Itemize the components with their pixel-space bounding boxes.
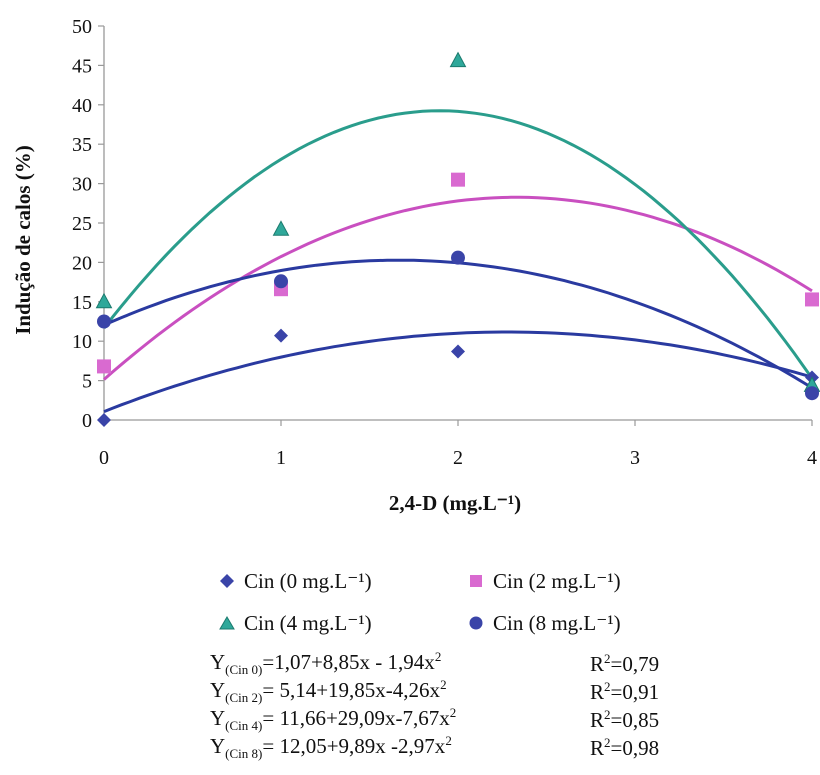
fit-curve — [103, 258, 813, 390]
y-tick-label: 10 — [72, 331, 92, 353]
fit-curve — [102, 109, 814, 380]
y-tick-label: 25 — [72, 213, 92, 235]
data-point-triangle — [272, 220, 290, 236]
y-tick-label: 5 — [82, 371, 92, 393]
data-point-diamond — [274, 328, 288, 343]
legend-item-cin8: Cin (8 mg.L⁻¹) — [459, 611, 739, 636]
x-tick-label: 2 — [453, 447, 463, 469]
data-point-circle — [451, 250, 465, 265]
equation-subscript: (Cin 0) — [225, 662, 263, 678]
x-tick-label: 3 — [630, 447, 640, 469]
equation-row: Y(Cin 0)=1,07+8,85x - 1,94x2 R2=0,79 — [210, 649, 660, 678]
legend-row: Cin (4 mg.L⁻¹) Cin (8 mg.L⁻¹) — [210, 602, 770, 644]
y-tick-label: 35 — [72, 134, 92, 156]
x-axis-title: 2,4-D (mg.L⁻¹) — [389, 491, 521, 515]
data-point-square — [97, 359, 111, 374]
y-tick-label: 20 — [72, 252, 92, 274]
data-point-triangle — [95, 292, 113, 309]
fit-curve — [103, 330, 813, 413]
triangle-marker-icon — [210, 615, 244, 631]
data-point-circle — [805, 386, 819, 401]
legend-row: Cin (0 mg.L⁻¹) Cin (2 mg.L⁻¹) — [210, 560, 770, 602]
axes: 0 5 10 15 20 25 30 35 40 45 50 0 1 2 3 4 — [72, 16, 817, 469]
x-tick-label: 4 — [807, 447, 817, 469]
legend-label: Cin (0 mg.L⁻¹) — [244, 568, 372, 593]
legend-item-cin0: Cin (0 mg.L⁻¹) — [210, 569, 455, 594]
r-squared: =0,91 — [610, 680, 660, 704]
data-point-circle — [274, 274, 288, 289]
equation-subscript: (Cin 8) — [225, 746, 263, 762]
r-squared: =0,79 — [610, 652, 660, 676]
legend: Cin (0 mg.L⁻¹) Cin (2 mg.L⁻¹) Cin (4 mg.… — [210, 560, 770, 644]
fit-curve — [103, 195, 813, 381]
chart: 0 5 10 15 20 25 30 35 40 45 50 0 1 2 3 4 Indução de cal… — [11, 16, 820, 515]
r-squared: =0,98 — [610, 736, 660, 760]
data-point-circle — [97, 314, 111, 329]
equation-subscript: (Cin 2) — [225, 690, 263, 706]
equation-row: Y(Cin 4)= 11,66+29,09x-7,67x2 R2=0,85 — [210, 705, 660, 734]
data-point-square — [451, 172, 465, 187]
y-tick-label: 40 — [72, 95, 92, 117]
data-point-diamond — [451, 344, 465, 359]
x-tick-label: 0 — [99, 447, 109, 469]
circle-marker-icon — [459, 615, 493, 631]
square-marker-icon — [459, 573, 493, 589]
equation-subscript: (Cin 4) — [225, 718, 263, 734]
diamond-marker-icon — [210, 573, 244, 589]
y-tick-label: 30 — [72, 174, 92, 196]
equation-body: = 5,14+19,85x-4,26x — [262, 678, 441, 703]
legend-label: Cin (4 mg.L⁻¹) — [244, 610, 372, 635]
y-tick-label: 15 — [72, 292, 92, 314]
equation-row: Y(Cin 2)= 5,14+19,85x-4,26x2 R2=0,91 — [210, 677, 660, 706]
legend-item-cin4: Cin (4 mg.L⁻¹) — [210, 611, 455, 636]
legend-label: Cin (8 mg.L⁻¹) — [493, 610, 621, 635]
data-point-square — [805, 292, 819, 307]
data-point-triangle — [449, 51, 467, 68]
y-tick-label: 50 — [72, 16, 92, 38]
equation-body: = 12,05+9,89x -2,97x — [262, 734, 446, 759]
y-tick-label: 45 — [72, 55, 92, 77]
r-squared: =0,85 — [610, 708, 660, 732]
regression-equations: Y(Cin 0)=1,07+8,85x - 1,94x2 R2=0,79 Y(C… — [210, 649, 660, 762]
equation-body: = 11,66+29,09x-7,67x — [262, 706, 450, 731]
legend-label: Cin (2 mg.L⁻¹) — [493, 568, 621, 593]
equation-body: =1,07+8,85x - 1,94x — [262, 650, 435, 675]
equation-row: Y(Cin 8)= 12,05+9,89x -2,97x2 R2=0,98 — [210, 733, 660, 762]
legend-item-cin2: Cin (2 mg.L⁻¹) — [459, 569, 739, 594]
y-tick-label: 0 — [82, 410, 92, 432]
data-points — [95, 51, 820, 427]
x-tick-label: 1 — [276, 447, 286, 469]
data-point-diamond — [97, 413, 111, 427]
y-axis-title: Indução de calos (%) — [11, 145, 35, 335]
